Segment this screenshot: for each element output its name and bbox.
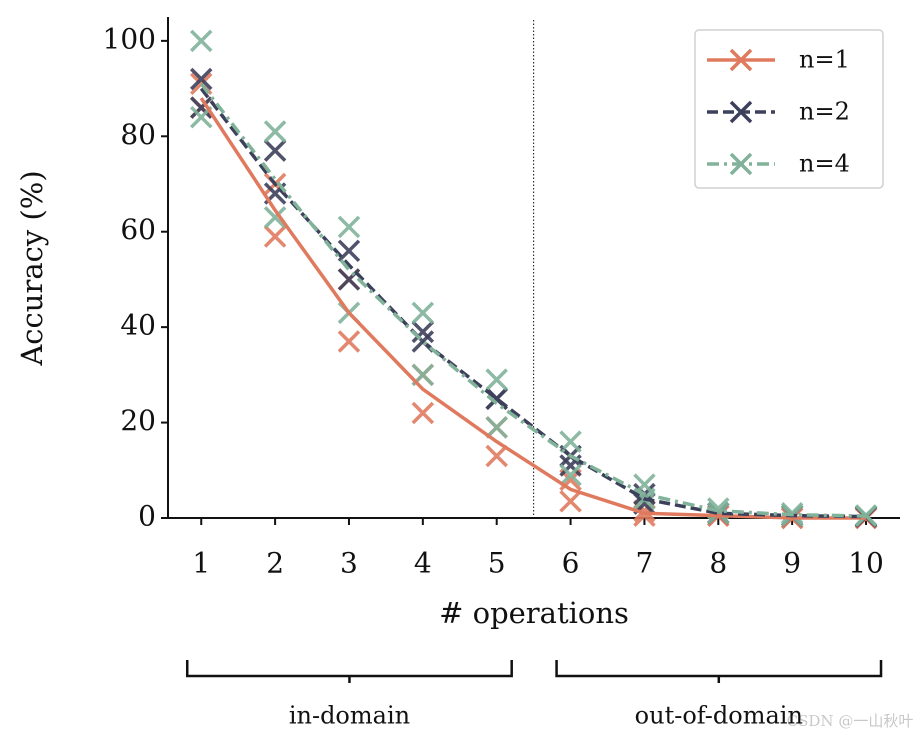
marker-stroke: [729, 152, 753, 176]
marker-stroke: [411, 301, 435, 325]
legend-marker: [729, 152, 753, 176]
y-tick-label: 60: [120, 213, 156, 246]
x-tick-label: 5: [488, 547, 506, 580]
region-bracket: [555, 660, 883, 683]
sample-marker: [485, 368, 508, 391]
y-tick-label: 20: [120, 404, 156, 437]
marker-stroke: [337, 215, 361, 239]
sample-marker: [263, 120, 287, 143]
sample-marker: [190, 67, 213, 91]
legend-label: n=1: [799, 46, 850, 74]
sample-marker: [707, 501, 730, 525]
marker-stroke: [411, 320, 435, 344]
marker-stroke: [729, 48, 753, 72]
sample-marker: [411, 320, 435, 344]
region-label: out-of-domain: [635, 702, 803, 730]
watermark: CSDN @一山秋叶: [787, 712, 914, 730]
marker-stroke: [559, 463, 582, 487]
sample-marker: [190, 29, 213, 53]
legend-label: n=2: [799, 98, 850, 126]
region-bracket: [185, 660, 513, 683]
y-axis-label: Accuracy (%): [15, 170, 49, 366]
marker-stroke: [559, 430, 582, 453]
marker-stroke: [190, 29, 213, 53]
x-tick-label: 10: [848, 547, 884, 580]
marker-stroke: [485, 416, 508, 439]
y-tick-label: 80: [120, 118, 156, 151]
legend-box: [694, 29, 884, 189]
series-line: [199, 97, 867, 520]
series-line: [199, 82, 867, 518]
sample-marker: [411, 401, 435, 425]
marker-stroke: [707, 501, 730, 525]
legend-marker: [729, 48, 753, 72]
sample-marker: [559, 490, 582, 513]
x-tick-label: 9: [783, 547, 801, 580]
marker-stroke: [337, 239, 361, 263]
sample-marker: [559, 430, 582, 453]
marker-stroke: [190, 96, 213, 119]
region-label: in-domain: [289, 702, 410, 730]
x-tick-label: 1: [192, 547, 210, 580]
sample-marker: [559, 463, 582, 487]
x-tick-label: 4: [414, 547, 432, 580]
x-tick-label: 2: [266, 547, 284, 580]
y-tick-label: 100: [103, 22, 156, 55]
sample-marker: [337, 215, 361, 239]
sample-marker: [263, 206, 287, 229]
marker-stroke: [190, 67, 213, 91]
series-line: [199, 87, 867, 519]
legend-label: n=4: [799, 150, 850, 178]
x-axis-label: # operations: [439, 596, 629, 630]
x-tick-label: 7: [636, 547, 654, 580]
sample-marker: [485, 444, 508, 468]
y-tick-label: 40: [120, 309, 156, 342]
marker-stroke: [411, 401, 435, 425]
sample-marker: [337, 330, 361, 353]
x-tick-label: 6: [562, 547, 580, 580]
y-tick-label: 0: [138, 500, 156, 533]
marker-stroke: [263, 225, 287, 248]
marker-stroke: [485, 444, 508, 468]
marker-stroke: [337, 330, 361, 353]
legend-marker: [729, 100, 753, 124]
sample-marker: [337, 239, 361, 263]
marker-stroke: [263, 120, 287, 143]
marker-stroke: [263, 139, 287, 162]
marker-stroke: [485, 368, 508, 391]
marker-stroke: [559, 490, 582, 513]
marker-stroke: [729, 100, 753, 124]
sample-marker: [411, 301, 435, 325]
sample-marker: [263, 225, 287, 248]
x-tick-label: 8: [709, 547, 727, 580]
sample-marker: [190, 96, 213, 119]
x-tick-label: 3: [340, 547, 358, 580]
sample-marker: [263, 139, 287, 162]
sample-marker: [485, 416, 508, 439]
marker-stroke: [263, 206, 287, 229]
